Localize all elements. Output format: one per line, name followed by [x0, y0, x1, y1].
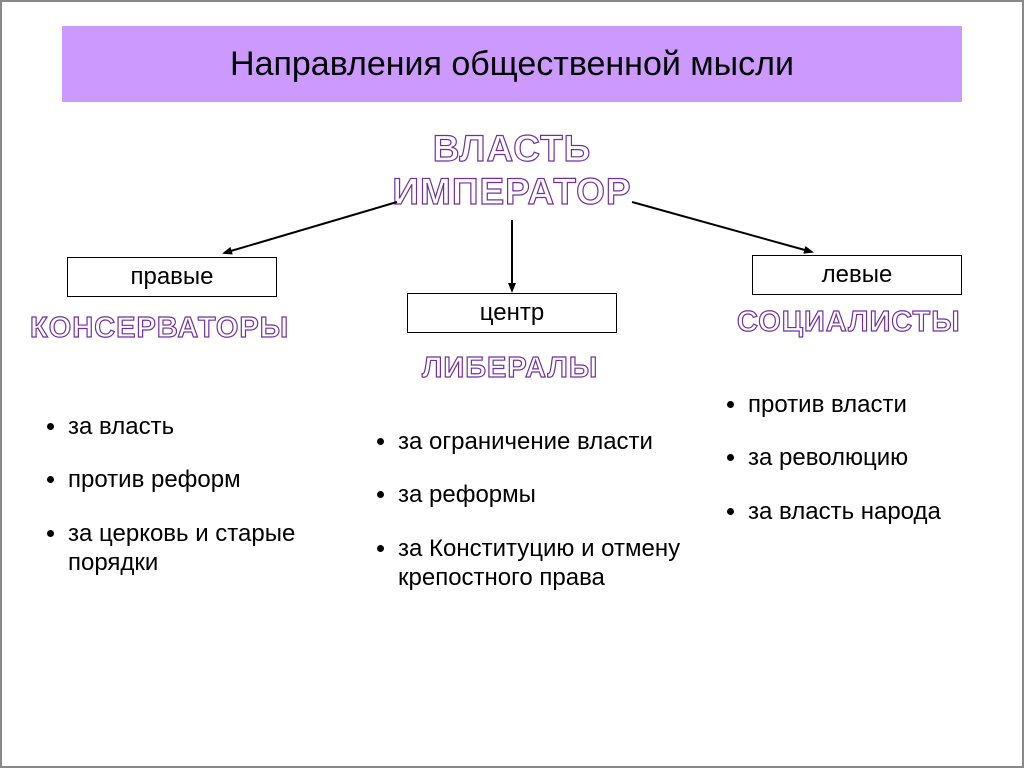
list-item: против реформ — [68, 465, 322, 494]
title-banner: Направления общественной мысли — [62, 26, 962, 102]
branch-box-left: правые — [67, 257, 277, 297]
branch-box-right: левые — [752, 255, 962, 295]
arrows-svg — [2, 2, 1024, 770]
arrow-right — [632, 202, 812, 252]
group-label-right: СОЦИАЛИСТЫ — [737, 306, 961, 339]
bullet-list-center: за ограничение власти за реформы за Конс… — [372, 427, 692, 616]
center-heading: ВЛАСТЬ ИМПЕРАТОР — [392, 128, 631, 213]
branch-box-center: центр — [407, 293, 617, 333]
arrow-left — [224, 202, 397, 253]
list-item: за реформы — [398, 480, 692, 509]
group-label-left: КОНСЕРВАТОРЫ — [30, 312, 289, 345]
list-item: против власти — [748, 390, 992, 419]
branch-box-left-label: правые — [130, 263, 213, 291]
list-item: за революцию — [748, 443, 992, 472]
bullet-list-left: за власть против реформ за церковь и ста… — [42, 412, 322, 601]
center-heading-line1: ВЛАСТЬ — [392, 128, 631, 171]
center-heading-line2: ИМПЕРАТОР — [392, 171, 631, 214]
bullet-list-right: против власти за революцию за власть нар… — [722, 390, 992, 550]
list-item: за власть — [68, 412, 322, 441]
list-item: за церковь и старые порядки — [68, 519, 322, 578]
group-label-center: ЛИБЕРАЛЫ — [422, 352, 598, 385]
list-item: за Конституцию и отмену крепостного прав… — [398, 534, 692, 593]
page-title: Направления общественной мысли — [230, 45, 794, 84]
list-item: за ограничение власти — [398, 427, 692, 456]
list-item: за власть народа — [748, 497, 992, 526]
branch-box-right-label: левые — [822, 261, 893, 289]
branch-box-center-label: центр — [480, 299, 544, 327]
